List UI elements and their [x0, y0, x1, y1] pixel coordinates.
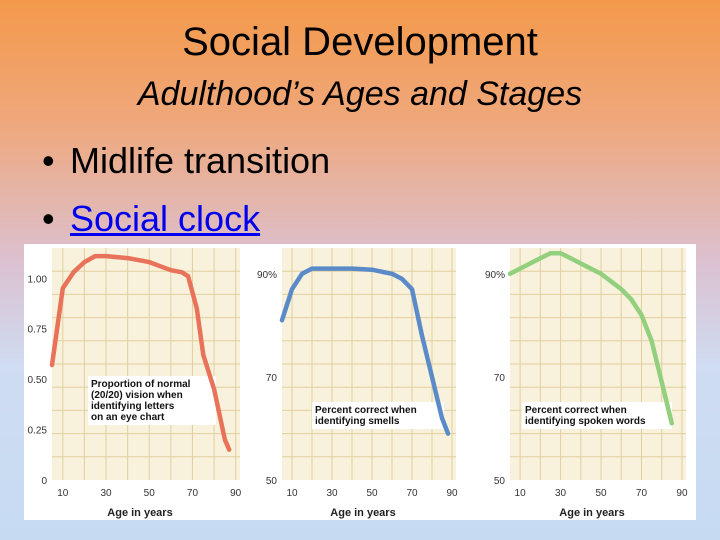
y-tick-label: 50 [266, 476, 278, 487]
y-tick-label: 70 [494, 373, 506, 384]
chart-caption-line: Percent correct when [315, 405, 417, 416]
series-line-hearing [507, 250, 675, 426]
series-line-smell [279, 266, 451, 436]
x-tick-label: 10 [286, 488, 298, 499]
x-tick-label: 50 [595, 488, 607, 499]
bullet-dot-icon: • [42, 198, 55, 239]
y-tick-label: 70 [266, 373, 278, 384]
y-tick-label: 1.00 [28, 274, 48, 285]
bullet-text-midlife-transition: Midlife transition [70, 140, 331, 181]
series-line-vision [49, 253, 232, 452]
chart-caption-box [522, 402, 672, 429]
x-tick-label: 50 [366, 488, 378, 499]
y-tick-label: 0.75 [28, 325, 48, 336]
bullet-dot-icon: • [42, 140, 55, 181]
x-tick-label: 30 [100, 488, 112, 499]
chart-caption-box [312, 402, 444, 429]
x-tick-label: 30 [555, 488, 567, 499]
x-axis-label: Age in years [107, 507, 172, 519]
chart-caption-line: on an eye chart [91, 412, 165, 423]
y-tick-label: 0.25 [28, 426, 48, 437]
bullet-item-midlife-transition: • Midlife transition [42, 132, 330, 190]
chart-caption-line: identifying smells [315, 416, 400, 427]
x-tick-label: 10 [57, 488, 69, 499]
x-tick-label: 90 [230, 488, 242, 499]
slide-title: Social Development [182, 20, 538, 64]
x-axis-label: Age in years [330, 507, 395, 519]
x-axis-label: Age in years [559, 507, 624, 519]
x-tick-label: 90 [676, 488, 688, 499]
chart-caption-line: Proportion of normal [91, 379, 191, 390]
y-tick-label: 0 [41, 476, 47, 487]
social-clock-link[interactable]: Social clock [70, 198, 261, 239]
y-tick-label: 90% [485, 270, 505, 281]
chart-3: 90% 70 50 10 30 50 70 90 Age in years Percent cor… [485, 248, 688, 519]
x-tick-label: 50 [144, 488, 156, 499]
chart-2: 90% 70 50 10 30 50 70 90 Age in years Percent cor… [257, 248, 458, 519]
chart-caption-line: Percent correct when [525, 405, 627, 416]
bullet-list: • Midlife transition • Social clock [42, 132, 330, 248]
x-tick-label: 30 [326, 488, 338, 499]
bullet-item-social-clock: • Social clock [42, 190, 330, 248]
chart-1: 1.00 0.75 0.50 0.25 0 10 30 50 70 90 Age in years P… [28, 248, 242, 519]
charts-svg: 1.00 0.75 0.50 0.25 0 10 30 50 70 90 Age in years P… [28, 248, 688, 519]
chart-caption-box [88, 376, 216, 425]
chart-caption-line: identifying spoken words [525, 416, 646, 427]
chart-caption-line: identifying letters [91, 401, 175, 412]
chart-caption-line: (20/20) vision when [91, 390, 183, 401]
y-tick-label: 50 [494, 476, 506, 487]
sensory-decline-figure: 1.00 0.75 0.50 0.25 0 10 30 50 70 90 Age in years P… [24, 244, 696, 520]
x-tick-label: 90 [446, 488, 458, 499]
y-tick-label: 90% [257, 270, 277, 281]
x-tick-label: 70 [636, 488, 648, 499]
x-tick-label: 70 [406, 488, 418, 499]
slide-subtitle: Adulthood’s Ages and Stages [137, 75, 583, 113]
x-tick-label: 70 [187, 488, 199, 499]
x-tick-label: 10 [515, 488, 527, 499]
y-tick-label: 0.50 [28, 375, 48, 386]
